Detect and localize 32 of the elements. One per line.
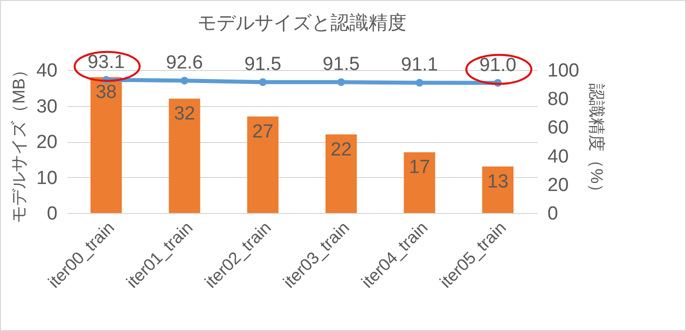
y2-tick-label: 80 — [548, 89, 569, 110]
y-tick-label: 0 — [46, 204, 58, 224]
y2-tick-label: 20 — [548, 174, 569, 196]
y-axis-title: モデルサイズ（MB） — [9, 61, 28, 223]
y-tick-label: 10 — [36, 168, 58, 189]
y2-tick-label: 100 — [548, 60, 580, 82]
data-label: 92.6 — [166, 52, 203, 74]
data-label: 22 — [330, 139, 352, 160]
data-label: 27 — [252, 121, 274, 142]
y-tick-label: 40 — [36, 60, 58, 82]
data-label: 91.1 — [401, 54, 438, 76]
data-label: 38 — [96, 82, 117, 104]
y2-tick-label: 60 — [548, 118, 569, 139]
bar — [168, 98, 200, 213]
bar — [326, 134, 357, 213]
data-label: 91.0 — [479, 54, 516, 76]
chart-title: モデルサイズと認識精度 — [198, 12, 406, 34]
data-label: 32 — [174, 104, 196, 125]
data-label: 13 — [487, 172, 508, 193]
data-label: 93.1 — [88, 52, 125, 73]
y2-tick-label: 0 — [548, 204, 558, 224]
bar — [247, 116, 278, 213]
data-label: 91.5 — [244, 54, 282, 76]
y-tick-label: 30 — [36, 96, 58, 118]
y2-axis-title: 認識精度（%） — [587, 83, 606, 201]
data-label: 17 — [408, 157, 430, 178]
data-label: 91.5 — [322, 54, 360, 76]
y-tick-label: 20 — [36, 132, 58, 153]
bar — [90, 77, 122, 213]
bar — [482, 166, 514, 213]
y2-tick-label: 40 — [548, 146, 569, 168]
bar — [404, 152, 436, 213]
